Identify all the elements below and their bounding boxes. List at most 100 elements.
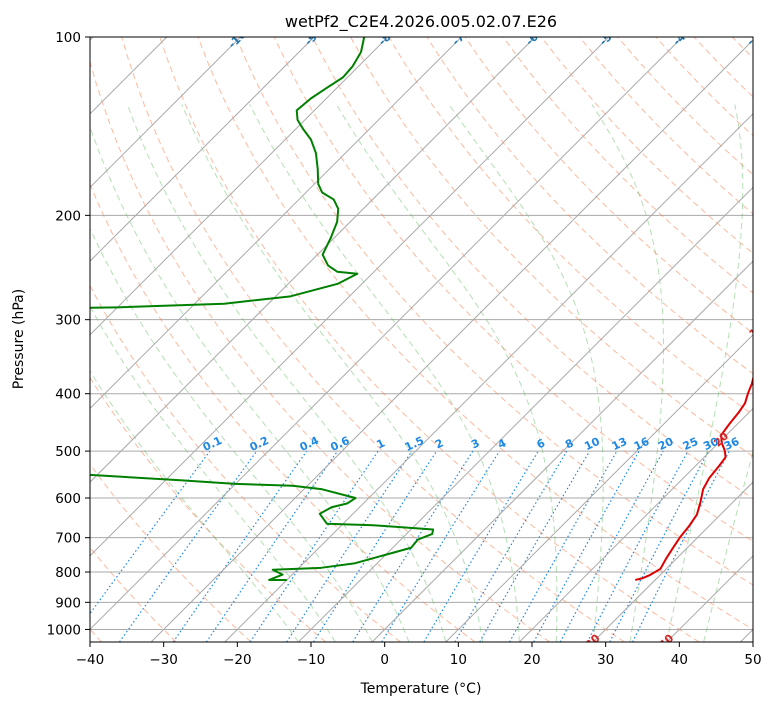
mixing-ratio-line [119, 450, 258, 642]
dry-adiabat [197, 37, 753, 631]
dry-adiabat [90, 60, 551, 642]
y-tick-label: 300 [55, 313, 81, 329]
dry-adiabat [90, 463, 252, 642]
x-axis-label: Temperature (°C) [360, 681, 482, 697]
dry-adiabat [502, 37, 753, 294]
dry-adiabat [693, 37, 753, 98]
moist-adiabat [126, 104, 447, 642]
mixing-ratio-line [509, 450, 618, 642]
dry-adiabat [655, 37, 753, 137]
dry-adiabat [464, 37, 753, 334]
sounding-profiles [90, 37, 753, 581]
moist-adiabat [448, 104, 604, 642]
dry-adiabat [388, 37, 753, 416]
mixing-ratio-label: 20 [656, 435, 676, 453]
dry-adiabat [617, 37, 753, 176]
dry-adiabat [90, 182, 476, 642]
mixing-ratio-label: 6 [535, 436, 548, 451]
y-tick-label: 100 [55, 30, 81, 46]
y-tick-label: 800 [55, 565, 81, 581]
isotherm-label: -80 [376, 25, 399, 48]
mixing-ratio-line [313, 450, 438, 642]
x-tick-label: −10 [297, 652, 326, 668]
isotherm-line [445, 334, 753, 642]
mixing-ratio-label: 30 [701, 435, 721, 453]
chart-title: wetPf2_C2E4.2026.005.02.07.E26 [285, 12, 557, 32]
y-tick-label: 400 [55, 387, 81, 403]
isotherm-line [666, 555, 753, 642]
mixing-ratio-line [205, 450, 339, 642]
y-tick-label: 200 [55, 208, 81, 224]
isotherm-label: -70 [449, 25, 472, 48]
isotherm-label: -30 [744, 25, 767, 48]
x-tick-label: 40 [671, 652, 688, 668]
moist-adiabat [249, 104, 520, 642]
isotherm-line [90, 37, 683, 631]
pressure-gridlines [90, 214, 753, 630]
isotherm-line [519, 407, 753, 642]
isotherm-line [90, 37, 610, 557]
mixing-ratio-label: 36 [722, 435, 742, 453]
moist-adiabat [181, 104, 484, 642]
moist-adiabat [90, 227, 373, 642]
isotherm-label: 10 [747, 320, 767, 340]
mixing-ratio-lines [90, 450, 730, 642]
mixing-ratio-label: 25 [681, 435, 700, 453]
dry-adiabat [540, 37, 753, 254]
x-axis-ticks: −40 −30 −20 −10 0 10 20 30 40 50 [76, 642, 762, 668]
y-axis-label: Pressure (hPa) [11, 289, 27, 389]
isotherm-line [90, 37, 315, 262]
moist-adiabats [90, 104, 753, 642]
dry-adiabat [273, 37, 753, 543]
isotherm-label: 30 [583, 631, 603, 651]
dry-adiabat [770, 37, 775, 642]
mixing-ratio-label: 2 [433, 436, 445, 451]
mixing-ratio-line [632, 450, 730, 642]
mixing-ratio-label: 10 [582, 435, 602, 453]
plot-area: -100-90-80-70-60-50-40-30-20-10010203040… [90, 25, 775, 651]
mixing-ratio-label: 1 [375, 436, 387, 451]
x-tick-label: 0 [380, 652, 389, 668]
isotherm-label: -50 [597, 25, 620, 48]
x-tick-label: 50 [744, 652, 761, 668]
mixing-ratio-label: 16 [632, 435, 652, 453]
mixing-ratio-line [533, 450, 640, 642]
x-tick-label: −20 [223, 652, 252, 668]
mixing-ratio-line [249, 450, 379, 642]
isotherm-line [298, 186, 753, 642]
temperature-profile [635, 363, 753, 581]
mixing-ratio-line [381, 450, 500, 642]
y-tick-label: 500 [55, 444, 81, 460]
mixing-ratio-line [286, 450, 413, 642]
isotherm-line [592, 481, 753, 642]
dry-adiabat [90, 284, 401, 642]
mixing-ratio-line [90, 450, 211, 615]
isotherm-line [371, 260, 753, 642]
mixing-ratio-line [454, 450, 568, 642]
isotherm-label: -60 [523, 25, 546, 48]
isotherm-line [90, 37, 389, 336]
y-tick-label: 700 [55, 531, 81, 547]
x-tick-label: 30 [597, 652, 614, 668]
isotherm-line [224, 113, 753, 642]
isotherm-label: -40 [670, 25, 693, 48]
mixing-ratio-line [172, 450, 308, 642]
mixing-ratio-label: 13 [610, 435, 629, 453]
plot-frame [89, 36, 754, 643]
moist-adiabat [666, 104, 744, 642]
x-tick-label: 20 [523, 652, 540, 668]
dry-adiabats [90, 37, 775, 642]
dry-adiabat [311, 37, 753, 500]
isotherm-line [740, 628, 753, 642]
mixing-ratio-label: 4 [496, 436, 509, 451]
dry-adiabat [90, 376, 326, 642]
mixing-ratio-label: 3 [469, 436, 481, 451]
isotherm-label: 40 [656, 631, 676, 651]
isotherm-line [90, 37, 462, 410]
y-tick-label: 600 [55, 491, 81, 507]
moist-adiabat [335, 104, 558, 642]
x-tick-label: −30 [149, 652, 178, 668]
dry-adiabat [159, 37, 700, 642]
isotherm-line [150, 39, 753, 642]
